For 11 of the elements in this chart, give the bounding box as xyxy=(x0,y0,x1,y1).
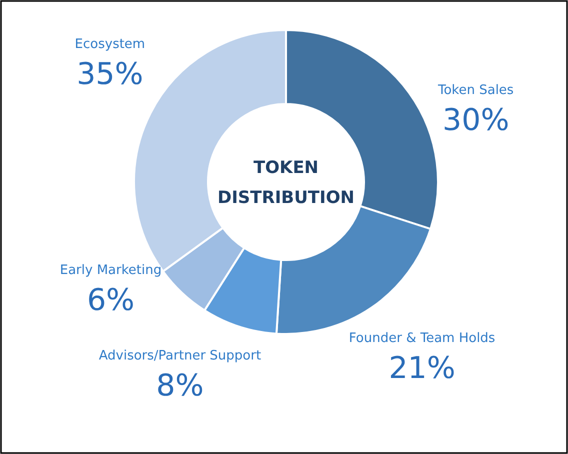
data-label: 30% xyxy=(442,102,510,138)
data-label: 21% xyxy=(388,350,456,386)
slice-label: Ecosystem xyxy=(74,37,146,52)
slice-label: Founder & Team Holds xyxy=(348,330,496,346)
slice-label: Early Marketing xyxy=(60,262,162,278)
data-label: 6% xyxy=(86,282,135,318)
data-label: 35% xyxy=(76,57,144,92)
slice-label: Advisors/Partner Support xyxy=(98,348,262,364)
slice-label: Token Sales xyxy=(436,82,514,98)
data-label: 8% xyxy=(156,368,204,404)
text: TOKEN DISTRIBUTION xyxy=(217,158,355,208)
